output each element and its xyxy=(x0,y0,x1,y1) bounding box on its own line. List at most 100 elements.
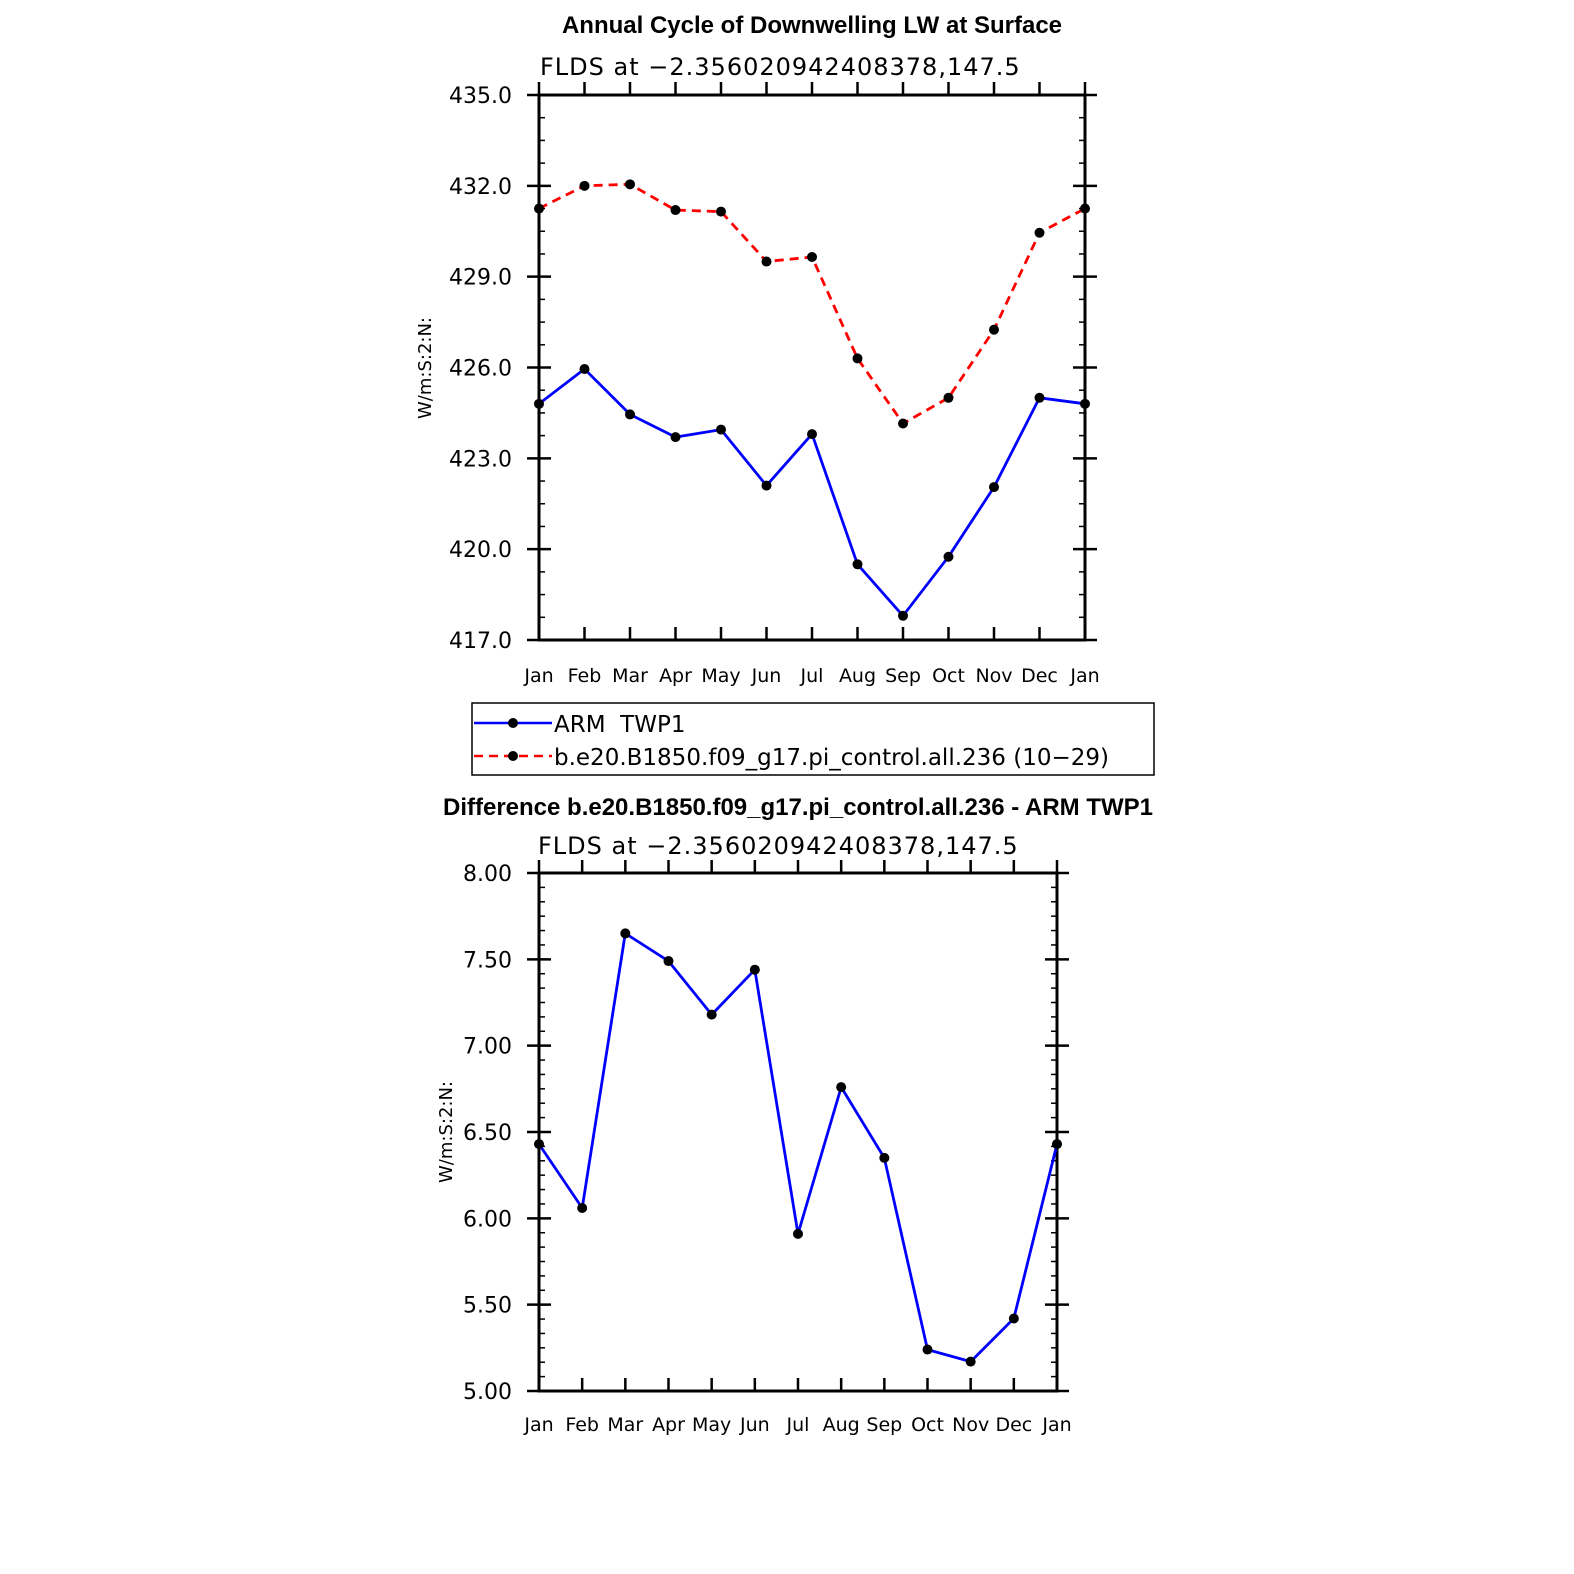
legend-box xyxy=(471,702,1155,776)
chart2-xtick-label: Mar xyxy=(607,1414,643,1436)
chart1-series-1-point xyxy=(1034,227,1045,238)
chart1-xtick-label: Apr xyxy=(659,665,692,687)
chart1-axes: Jan Feb Mar Apr May Jun Jul Aug Sep Oct Nov Dec Jan 4… xyxy=(449,82,1100,687)
chart1-series-0-point xyxy=(852,559,863,570)
chart2-series-0-point xyxy=(749,964,760,975)
chart1-series-1-point xyxy=(761,256,772,267)
chart2-xtick-label: Jun xyxy=(739,1414,770,1436)
chart2-ytick-label: 6.50 xyxy=(463,1121,512,1146)
chart2-axes: Jan Feb Mar Apr May Jun Jul Aug Sep Oct Nov Dec Jan 5… xyxy=(463,860,1072,1436)
chart1-series-0-point xyxy=(761,480,772,491)
chart1-series-1-point xyxy=(989,324,999,335)
legend-marker-arm xyxy=(508,718,518,728)
chart1-series-1-point xyxy=(943,392,954,403)
chart1-series-0-point xyxy=(1080,398,1090,409)
chart1-title: Annual Cycle of Downwelling LW at Surfac… xyxy=(562,12,1062,39)
chart1-xtick-label: May xyxy=(701,665,740,687)
chart1-xtick-label: Mar xyxy=(612,665,648,687)
chart1-ytick-label: 420.0 xyxy=(449,538,512,563)
chart1-series-0-point xyxy=(716,424,726,435)
chart1-legend: ARM TWP1 b.e20.B1850.f09_g17.pi_control.… xyxy=(471,702,1155,776)
legend-marker-model xyxy=(508,751,518,761)
chart1-ytick-label: 429.0 xyxy=(449,266,512,291)
chart2-series-0-point xyxy=(577,1202,588,1213)
chart2-series-0-point xyxy=(1008,1313,1019,1324)
chart2-series-0-point xyxy=(922,1344,933,1355)
chart2-plot-frame xyxy=(537,871,1059,1393)
chart1-subtitle: FLDS at −2.356020942408378,147.5 xyxy=(540,53,1021,81)
chart2-xtick-label: Apr xyxy=(652,1414,685,1436)
chart2-xtick-label: Oct xyxy=(911,1414,944,1436)
chart2-subtitle: FLDS at −2.356020942408378,147.5 xyxy=(538,832,1019,860)
chart2-xtick-label: Jul xyxy=(786,1414,810,1436)
chart1-series-0-point xyxy=(534,398,544,409)
chart1-series-1-point xyxy=(625,179,635,190)
chart2-xtick-label: Jan xyxy=(1041,1414,1071,1436)
chart1-ylabel: W/m:S:2:N: xyxy=(415,317,436,419)
chart1-series-1-point xyxy=(807,251,817,262)
chart1-series-0-point xyxy=(670,432,681,443)
legend-label-model: b.e20.B1850.f09_g17.pi_control.all.236 (… xyxy=(554,745,1109,771)
chart2-ytick-label: 6.00 xyxy=(463,1207,512,1232)
chart1-series-1-point xyxy=(579,180,590,191)
chart2-xtick-label: Aug xyxy=(823,1414,860,1436)
annual-cycle-chart: Annual Cycle of Downwelling LW at Surfac… xyxy=(415,12,1155,776)
chart2-series-line-0 xyxy=(537,932,1059,1363)
chart1-series-1-point xyxy=(852,353,863,364)
chart1-series-line-0 xyxy=(538,367,1086,618)
chart1-ytick-label: 432.0 xyxy=(449,175,512,200)
chart2-ytick-label: 8.00 xyxy=(463,862,512,887)
chart1-xtick-label: Oct xyxy=(932,665,965,687)
chart1-ytick-label: 423.0 xyxy=(449,447,512,472)
chart2-series-0-point xyxy=(965,1356,976,1367)
chart2-xtick-label: Dec xyxy=(995,1414,1032,1436)
chart1-series-1-point xyxy=(1080,203,1090,214)
chart2-xtick-label: Nov xyxy=(952,1414,989,1436)
chart2-series-0-point xyxy=(706,1009,717,1020)
chart2-xtick-label: May xyxy=(692,1414,731,1436)
chart2-ytick-label: 7.00 xyxy=(463,1035,512,1060)
difference-chart: Difference b.e20.B1850.f09_g17.pi_contro… xyxy=(436,794,1153,1436)
chart2-series-0-point xyxy=(663,956,674,967)
chart2-series-0-point xyxy=(620,928,631,939)
chart2-xtick-label: Jan xyxy=(523,1414,553,1436)
chart1-xtick-label: Feb xyxy=(568,665,602,687)
chart1-xtick-label: Nov xyxy=(975,665,1012,687)
chart1-series-1-point xyxy=(898,418,908,429)
chart1-xtick-label: Jun xyxy=(751,665,782,687)
chart1-series-0-point xyxy=(625,409,635,420)
chart1-series-0-point xyxy=(1034,392,1045,403)
chart2-ylabel: W/m:S:2:N: xyxy=(436,1081,457,1183)
chart1-series-0-point xyxy=(943,551,954,562)
chart2-series-0-point xyxy=(793,1228,803,1239)
chart1-xtick-label: Jul xyxy=(800,665,824,687)
chart2-series xyxy=(534,928,1062,1367)
chart1-ytick-label: 435.0 xyxy=(449,84,512,109)
chart2-ytick-label: 5.50 xyxy=(463,1294,512,1319)
chart1-series xyxy=(534,179,1090,621)
chart2-ytick-label: 7.50 xyxy=(463,948,512,973)
chart2-xtick-label: Sep xyxy=(866,1414,902,1436)
chart1-series-1-point xyxy=(534,203,544,214)
chart1-xtick-label: Jan xyxy=(1069,665,1099,687)
chart1-series-1-point xyxy=(670,205,681,216)
chart1-xtick-label: Dec xyxy=(1021,665,1058,687)
chart2-ytick-label: 5.00 xyxy=(463,1380,512,1405)
chart1-series-0-point xyxy=(989,482,999,493)
chart2-xtick-label: Feb xyxy=(565,1414,599,1436)
chart1-ytick-label: 426.0 xyxy=(449,357,512,382)
legend-label-arm: ARM TWP1 xyxy=(554,712,685,738)
chart2-title: Difference b.e20.B1850.f09_g17.pi_contro… xyxy=(443,794,1153,821)
chart1-xtick-label: Aug xyxy=(839,665,876,687)
chart2-series-0-point xyxy=(1052,1139,1062,1150)
chart1-series-0-point xyxy=(898,610,908,621)
chart1-series-0-point xyxy=(579,364,590,375)
chart1-series-0-point xyxy=(807,429,817,440)
chart1-series-line-1 xyxy=(538,182,1086,425)
chart2-series-0-point xyxy=(534,1139,544,1150)
chart1-xtick-label: Jan xyxy=(523,665,553,687)
chart1-plot-frame xyxy=(537,93,1087,642)
chart1-ytick-label: 417.0 xyxy=(449,629,512,654)
chart1-series-1-point xyxy=(716,206,726,217)
